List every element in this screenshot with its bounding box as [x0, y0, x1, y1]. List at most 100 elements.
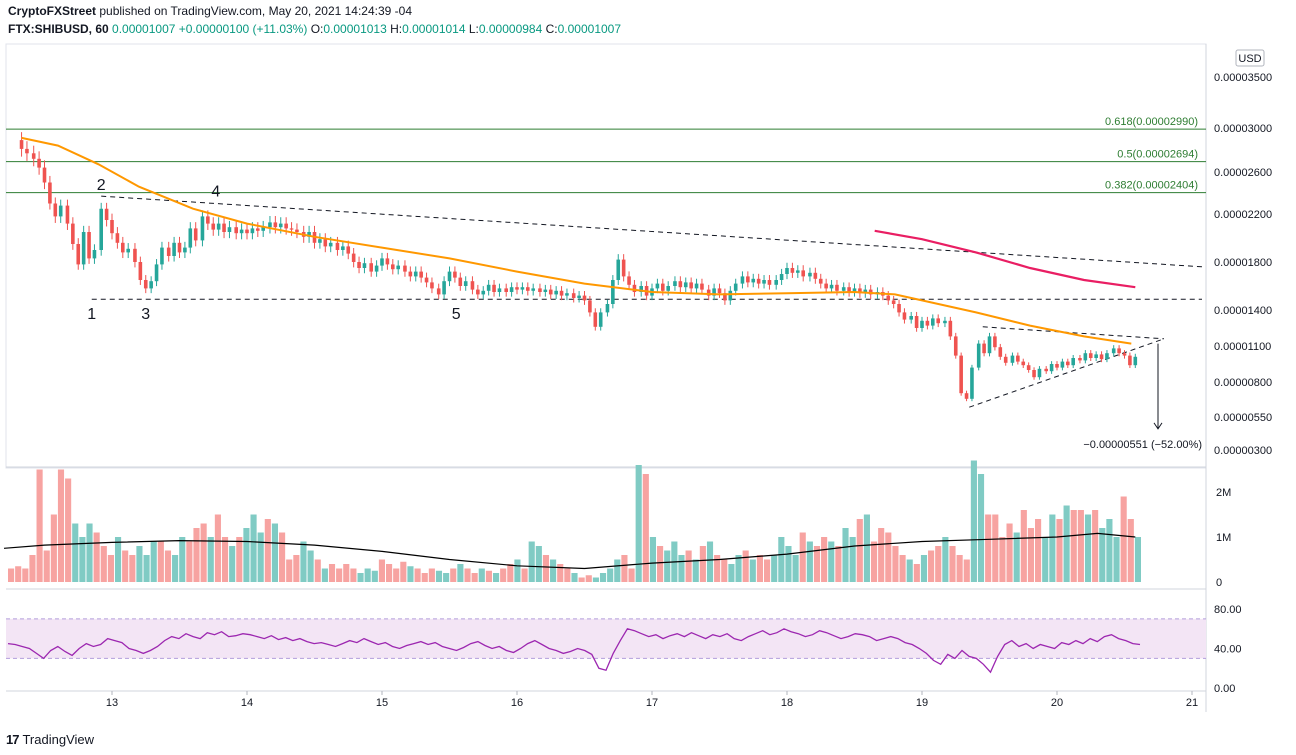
candle — [430, 282, 434, 289]
volume-bar — [414, 568, 421, 582]
candle — [65, 205, 70, 224]
candle — [964, 393, 969, 399]
volume-pane — [3, 460, 1141, 582]
volume-bar — [692, 559, 699, 582]
candle — [723, 293, 727, 301]
candle — [661, 283, 665, 291]
price-tick-label: 0.00001400 — [1214, 305, 1272, 317]
volume-bar — [514, 559, 521, 582]
wave-label: 5 — [452, 306, 461, 323]
candle — [48, 182, 52, 204]
fib-level-label: 0.5(0.00002694) — [1117, 149, 1198, 161]
candle — [1049, 364, 1054, 372]
volume-bar — [336, 568, 343, 582]
volume-bar — [200, 523, 207, 582]
candle — [914, 316, 919, 328]
tradingview-footer[interactable]: 17 TradingView — [6, 729, 94, 749]
candle — [37, 158, 41, 168]
candle — [993, 336, 997, 348]
candle — [543, 289, 548, 292]
candle — [886, 295, 891, 301]
candle — [216, 223, 221, 230]
candle — [486, 284, 491, 291]
time-tick-label: 17 — [646, 697, 658, 709]
time-tick-label: 18 — [781, 697, 793, 709]
symbol-label[interactable]: FTX:SHIBUSD, 60 — [8, 22, 109, 36]
candle — [374, 265, 379, 272]
candle — [1066, 361, 1070, 366]
volume-bar — [621, 555, 628, 582]
candle — [982, 343, 986, 354]
candle — [678, 281, 683, 288]
candle — [740, 276, 745, 284]
candle — [1055, 364, 1059, 368]
volume-bar — [963, 559, 970, 582]
time-tick-label: 19 — [916, 697, 928, 709]
volume-bar — [792, 555, 799, 582]
candle — [779, 274, 784, 280]
candle — [115, 233, 120, 243]
volume-bar — [928, 550, 935, 582]
candle — [166, 247, 171, 256]
volume-bar — [721, 559, 728, 582]
candle — [143, 280, 148, 289]
candle — [357, 262, 361, 268]
candle — [858, 288, 862, 294]
candle — [712, 288, 716, 296]
candle — [295, 229, 299, 232]
candle — [87, 232, 91, 259]
candle — [307, 232, 311, 237]
candle — [801, 270, 805, 277]
volume-bar — [942, 537, 949, 582]
candle — [785, 268, 789, 274]
candle — [976, 343, 981, 368]
volume-bar — [57, 469, 65, 582]
candle — [268, 222, 272, 228]
volume-bar — [735, 555, 742, 582]
volume-bar — [129, 555, 136, 582]
candle — [767, 280, 772, 285]
volume-bar — [400, 561, 407, 582]
volume-bar — [507, 564, 514, 582]
volume-bar — [186, 541, 193, 582]
candle — [284, 223, 288, 229]
candle — [104, 208, 109, 220]
volume-bar — [535, 546, 542, 582]
moving-average-orange — [21, 136, 1132, 345]
volume-bar — [813, 546, 821, 582]
wave-label: 3 — [141, 306, 150, 323]
volume-bar — [350, 568, 357, 582]
candle — [852, 288, 857, 292]
price-tick-label: 0.00001100 — [1214, 341, 1271, 353]
candle — [447, 271, 452, 282]
ohlc-legend: FTX:SHIBUSD, 60 0.00001007 +0.00000100 (… — [8, 22, 621, 36]
volume-bar — [72, 523, 79, 582]
close-value: 0.00001007 — [557, 22, 622, 36]
candle — [323, 239, 328, 247]
time-tick-label: 20 — [1051, 697, 1063, 709]
volume-bar — [785, 546, 792, 582]
volume-bar — [1056, 519, 1063, 582]
price-change: +0.00000100 (+11.03%) — [178, 22, 308, 36]
candle — [200, 216, 205, 241]
volume-bar — [164, 550, 172, 582]
volume-bar — [1042, 537, 1049, 582]
candle — [639, 286, 643, 292]
candle — [515, 287, 519, 290]
volume-bar — [43, 550, 50, 582]
candle — [25, 148, 29, 154]
candle — [1083, 353, 1088, 361]
volume-bar — [79, 537, 86, 582]
publisher-name[interactable]: CryptoFXStreet — [8, 4, 97, 18]
volume-bar — [649, 537, 657, 582]
volume-bar — [271, 523, 279, 582]
volume-bar — [828, 541, 835, 582]
candle — [110, 220, 114, 234]
candle — [256, 228, 260, 231]
volume-bar — [550, 559, 557, 582]
candle — [470, 281, 475, 290]
candle — [138, 262, 143, 280]
volume-bar — [628, 568, 635, 582]
candle — [746, 276, 750, 283]
